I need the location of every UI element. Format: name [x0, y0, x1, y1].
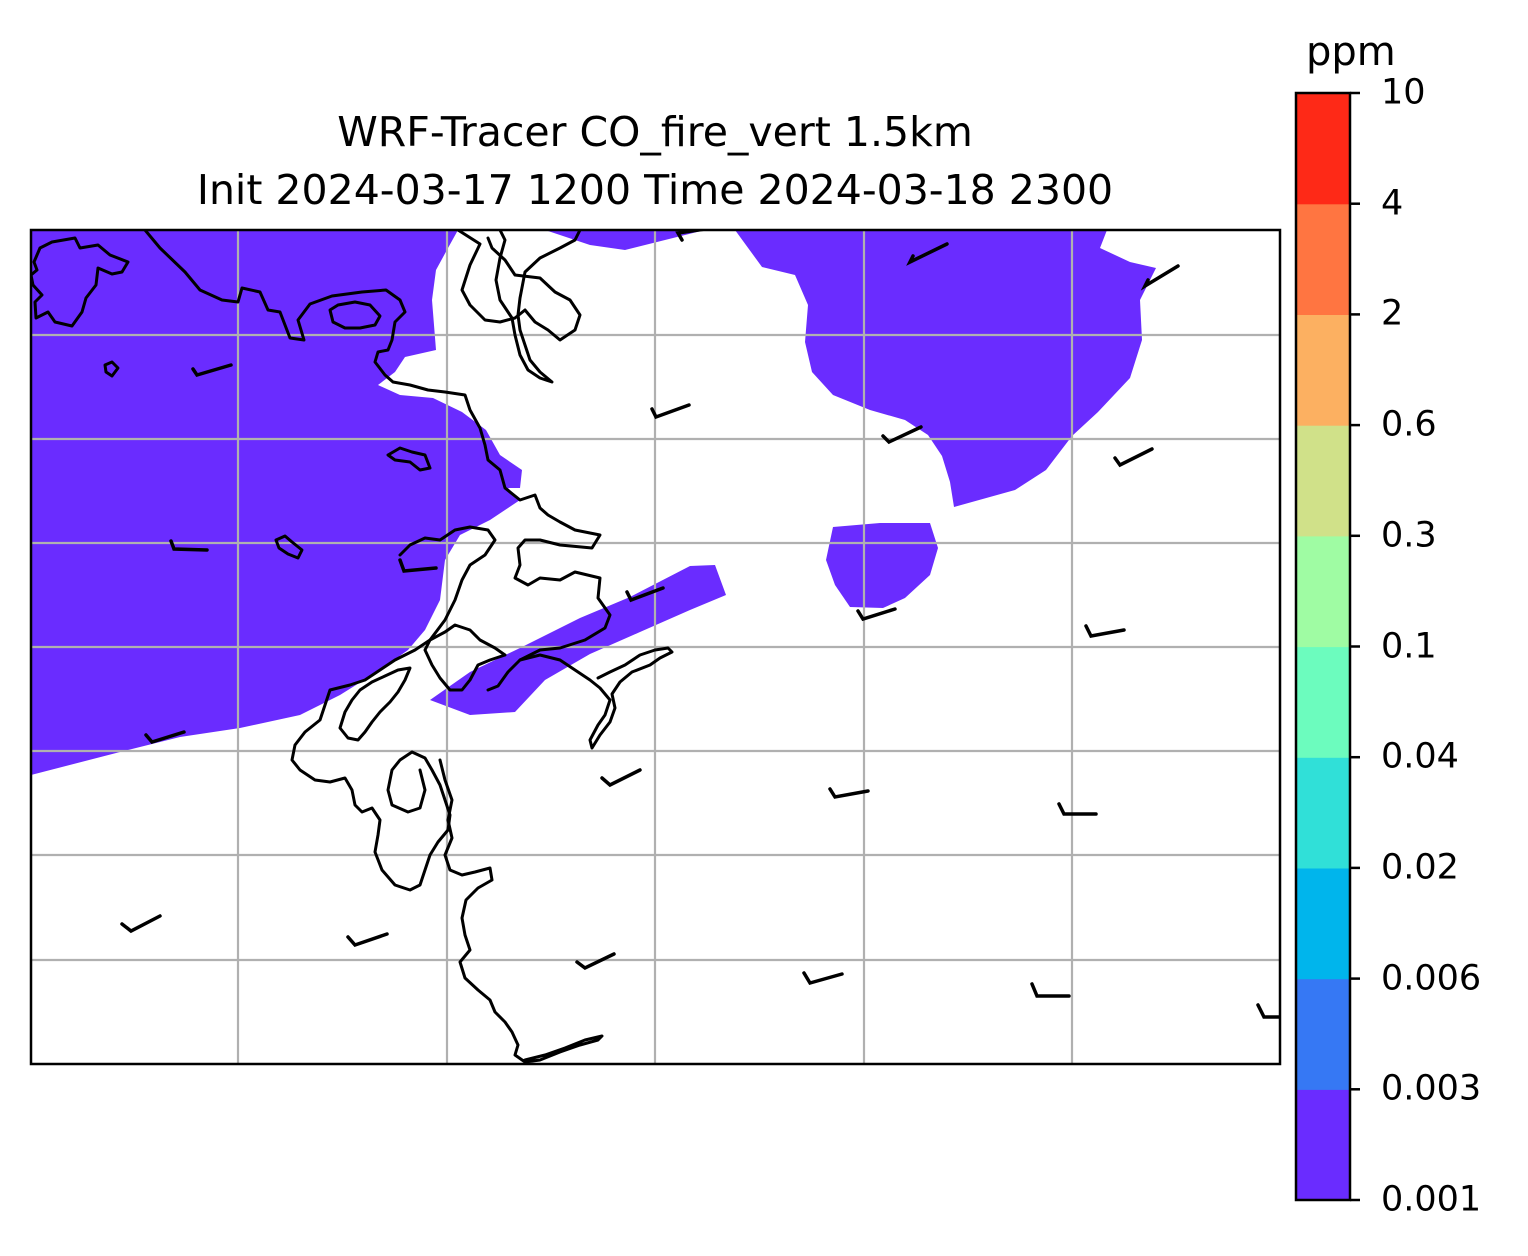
coastline-island-mid	[274, 534, 304, 560]
coastline-northern-bay	[143, 230, 612, 692]
wind-barb-3	[1140, 264, 1180, 291]
coastline-inlet-west	[328, 300, 382, 330]
wind-barb-12	[1084, 624, 1126, 638]
colorbar-segment-3	[1296, 867, 1350, 980]
colorbar-segment-10	[1296, 93, 1350, 205]
coastline-central-islands	[423, 623, 507, 692]
colorbar-tick-label: 4	[1381, 183, 1404, 224]
tracer-plume-northeast	[735, 230, 1156, 507]
chart-title-line-2: Init 2024-03-17 1200 Time 2024-03-18 230…	[196, 166, 1114, 214]
wind-barb-14	[600, 768, 642, 788]
coastline-central-east	[518, 646, 674, 750]
colorbar-tick-label: 0.001	[1381, 1179, 1482, 1220]
wind-barb-19	[575, 952, 616, 971]
coastline-west-inlets	[338, 666, 412, 742]
colorbar	[1294, 91, 1360, 1202]
colorbar-tick-label: 0.04	[1381, 736, 1459, 777]
wind-barb-2	[906, 242, 949, 266]
colorbar-segment-6	[1296, 535, 1350, 648]
colorbar-segment-9	[1296, 203, 1350, 315]
colorbar-segment-1	[1296, 1089, 1350, 1201]
wind-barb-1	[675, 230, 711, 242]
wind-barb-5	[650, 403, 691, 420]
colorbar-tick-label: 0.003	[1381, 1068, 1482, 1109]
wind-barb-20	[802, 971, 844, 986]
wind-barb-16	[1057, 802, 1098, 816]
wind-barb-13	[144, 730, 186, 745]
wind-barb-10	[625, 586, 665, 603]
coastline-north-shore	[31, 236, 130, 328]
colorbar-tick-label: 0.02	[1381, 847, 1459, 888]
tracer-plume-west	[31, 230, 522, 775]
colorbar-tick-label: 0.1	[1381, 626, 1437, 666]
wind-barb-8	[169, 539, 209, 552]
tracer-band-central	[430, 565, 726, 715]
wind-barbs	[120, 230, 1280, 1019]
colorbar-tick-label: 2	[1381, 293, 1404, 334]
colorbar-segment-4	[1296, 757, 1350, 869]
wind-barb-4	[191, 363, 233, 378]
chart-title-line-1: WRF-Tracer CO_fire_vert 1.5km	[337, 108, 973, 156]
wind-barb-17	[120, 914, 162, 934]
colorbar-tick-label: 0.6	[1381, 404, 1437, 445]
wind-barb-21	[1030, 982, 1071, 998]
wind-barb-7	[1113, 447, 1154, 468]
coastline-peninsula	[386, 446, 432, 472]
tracer-concentration-fill	[31, 230, 1156, 775]
tracer-plume-north	[545, 230, 705, 250]
colorbar-unit-label: ppm	[1306, 29, 1396, 75]
colorbar-segment-7	[1296, 425, 1350, 537]
coastline-river-south	[438, 758, 604, 1064]
colorbar-segment-8	[1296, 314, 1350, 426]
wind-barb-9	[398, 558, 438, 573]
coastlines	[31, 230, 674, 1064]
map-frame	[29, 228, 1282, 1066]
colorbar-tick-label: 10	[1381, 72, 1426, 113]
colorbar-tick-label: 0.3	[1381, 515, 1437, 556]
colorbar-tick-label: 0.006	[1381, 958, 1482, 999]
wind-barb-6	[881, 425, 923, 445]
map-plot-area	[31, 230, 1280, 1064]
wind-barb-18	[346, 932, 389, 948]
map-gridlines	[31, 230, 1280, 1064]
wind-barb-11	[856, 607, 897, 622]
wind-barb-22	[1256, 1003, 1280, 1019]
colorbar-segment-2	[1296, 978, 1350, 1090]
coastline-inlet-northeast	[494, 230, 582, 384]
coastline-island-small	[103, 360, 120, 378]
coastline-inner-bay	[290, 525, 497, 892]
colorbar-segment-5	[1296, 646, 1350, 758]
tracer-blob-east	[826, 523, 938, 608]
wind-barb-15	[828, 787, 870, 799]
